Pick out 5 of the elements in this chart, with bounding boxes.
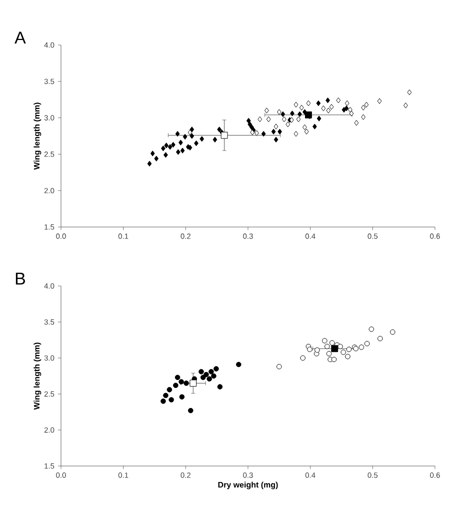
chart-title: A [14, 32, 26, 44]
y-axis-title: Wing length (mm) [34, 342, 42, 410]
x-axis-title: Dry weight (mg) [218, 482, 278, 490]
y-axis-title: Wing length (mm) [34, 102, 42, 170]
chart-title: B [16, 272, 25, 284]
